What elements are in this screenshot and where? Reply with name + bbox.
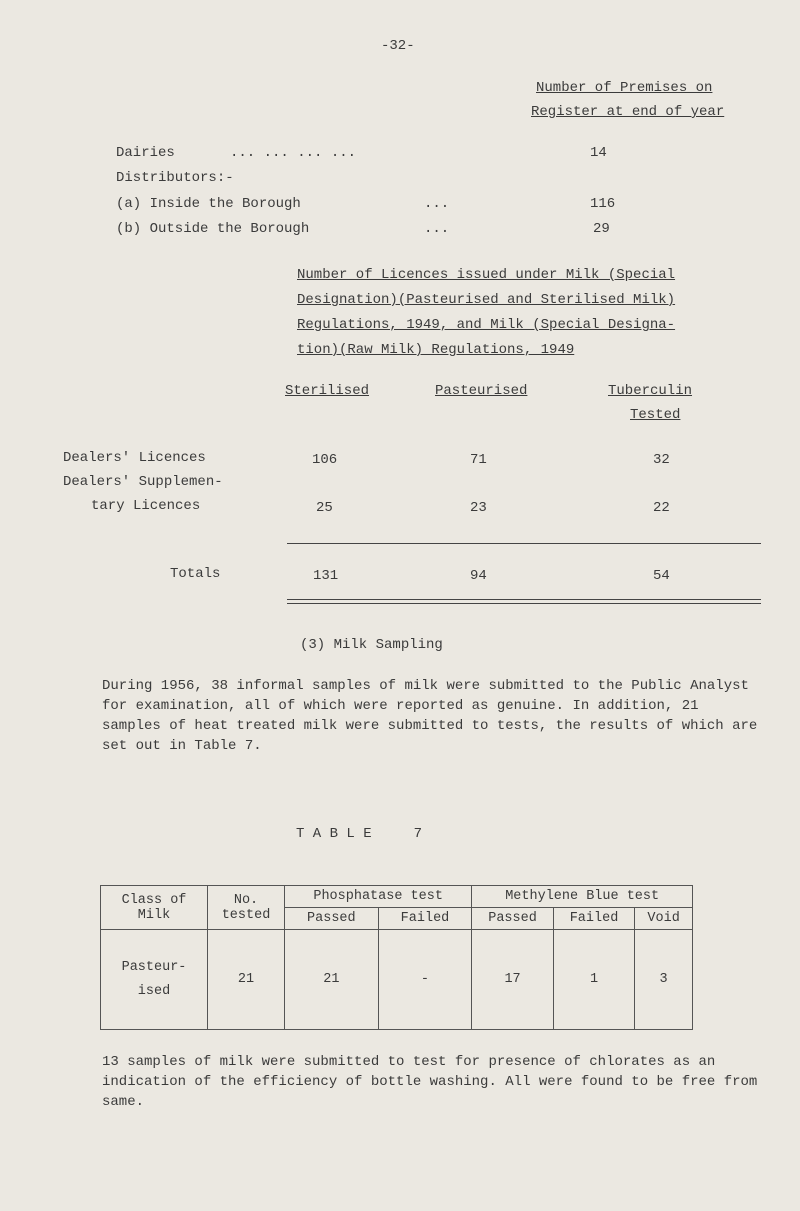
row-label: (b) Outside the Borough (116, 221, 310, 237)
subheader: Passed (471, 907, 554, 930)
row-label: Dealers' Supplemen- (63, 474, 223, 490)
column-header: Pasteurised (435, 383, 528, 399)
row-value: 14 (590, 145, 607, 161)
header-no: No. tested (207, 885, 285, 930)
row-value: 29 (593, 221, 610, 237)
column-header: Tuberculin (608, 383, 693, 399)
subheader: Passed (284, 907, 379, 930)
cell: 94 (470, 568, 487, 584)
totals-label: Totals (170, 566, 221, 582)
subheader: Failed (552, 907, 636, 930)
cell: 21 (284, 929, 379, 1030)
column-header: Tested (630, 407, 681, 423)
premises-header: Number of Premises on (536, 80, 713, 96)
paragraph: During 1956, 38 informal samples of milk… (102, 678, 758, 754)
cell: 32 (653, 452, 670, 468)
header-methylene: Methylene Blue test (471, 885, 693, 908)
licences-heading: Number of Licences issued under Milk (Sp… (297, 267, 676, 283)
header-class: Class of Milk (100, 885, 208, 930)
table-7: Class of Milk No. tested Phosphatase tes… (100, 885, 693, 1030)
licences-heading: Regulations, 1949, and Milk (Special Des… (297, 317, 676, 333)
double-divider (287, 599, 761, 600)
row-label: Dairies (116, 145, 175, 161)
cell: 131 (313, 568, 339, 584)
row-label: Dealers' Licences (63, 450, 206, 466)
table-title: T A B L E 7 (296, 826, 423, 842)
licences-heading: tion)(Raw Milk) Regulations, 1949 (297, 342, 575, 358)
leader-dots: ... (424, 221, 450, 237)
licences-heading: Designation)(Pasteurised and Sterilised … (297, 292, 676, 308)
header-phosphatase: Phosphatase test (283, 885, 473, 908)
subheader: Void (634, 907, 693, 930)
row-label: Distributors:- (116, 170, 234, 186)
leader-dots: ... (424, 196, 450, 212)
column-header: Sterilised (285, 383, 370, 399)
divider (287, 543, 761, 544)
double-divider (287, 603, 761, 604)
cell: - (377, 929, 473, 1030)
row-value: 116 (590, 196, 616, 212)
cell: 3 (634, 929, 693, 1030)
leader-dots: ... ... ... ... (230, 145, 357, 161)
subheader: Failed (377, 907, 473, 930)
cell: 21 (207, 929, 285, 1030)
paragraph: 13 samples of milk were submitted to tes… (102, 1054, 758, 1110)
row-label: (a) Inside the Borough (116, 196, 301, 212)
page-number: -32- (381, 38, 415, 54)
cell: 1 (552, 929, 636, 1030)
section-title: (3) Milk Sampling (300, 637, 443, 653)
cell-class: Pasteur- ised (100, 929, 208, 1030)
cell: 106 (312, 452, 338, 468)
cell: 54 (653, 568, 670, 584)
premises-header: Register at end of year (531, 104, 725, 120)
cell: 22 (653, 500, 670, 516)
cell: 25 (316, 500, 333, 516)
cell: 17 (471, 929, 554, 1030)
row-label: tary Licences (91, 498, 201, 514)
cell: 71 (470, 452, 487, 468)
cell: 23 (470, 500, 487, 516)
